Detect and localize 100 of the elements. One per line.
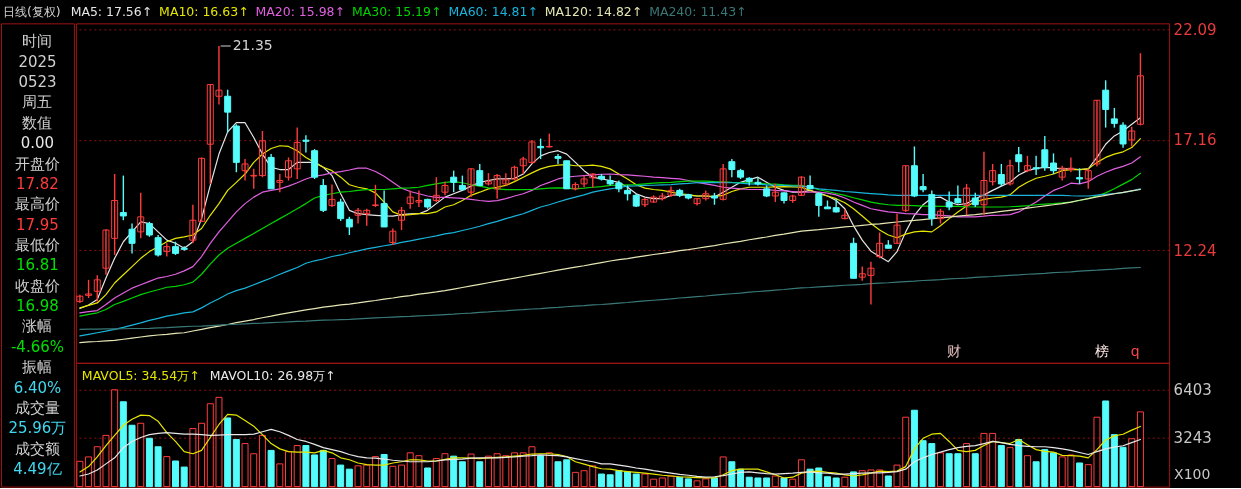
line-series: [79, 266, 1142, 330]
bar: [476, 461, 484, 488]
annotation: 财: [947, 342, 962, 359]
bar: [1006, 447, 1014, 488]
line-series: [79, 413, 1142, 479]
candlestick: [389, 227, 397, 246]
candlestick: [797, 175, 805, 197]
candlestick: [241, 158, 249, 182]
text: 开盘价: [14, 154, 60, 173]
bar: [450, 455, 458, 488]
bar: [511, 452, 519, 488]
text: MA240: 11.43↑: [649, 4, 747, 20]
bar: [684, 478, 692, 488]
text: MAVOL10: 26.98万↑: [209, 367, 336, 383]
bar: [180, 466, 188, 488]
candlestick: [1084, 168, 1092, 190]
candlestick: [841, 208, 849, 221]
candlestick: [1050, 152, 1057, 175]
bar: [328, 458, 336, 488]
text: MA30: 15.19↑: [351, 4, 442, 20]
bar: [172, 460, 179, 488]
bar: [789, 478, 797, 488]
text: 涨幅: [22, 317, 53, 336]
bar: [293, 445, 301, 488]
bar: [936, 452, 944, 488]
text: 收盘价: [14, 276, 60, 295]
bar: [267, 449, 275, 488]
text: 17.82: [16, 174, 59, 193]
bar: [771, 475, 779, 488]
bar: [232, 438, 240, 488]
bar: [823, 476, 831, 488]
bar: [963, 443, 971, 488]
text: MAVOL5: 34.54万↑: [81, 367, 200, 383]
bar: [545, 452, 553, 488]
bar: [884, 475, 892, 488]
candlestick: [1119, 121, 1127, 149]
bar: [632, 473, 640, 488]
bar: [389, 465, 397, 488]
candlestick: [285, 156, 292, 182]
bar: [345, 468, 353, 488]
text: 4.49亿: [13, 460, 62, 479]
candlestick: [963, 183, 971, 216]
bar: [597, 473, 605, 488]
candlestick: [537, 137, 545, 160]
text: 成交量: [14, 398, 60, 417]
candlestick: [928, 189, 936, 227]
text: 成交额: [14, 439, 60, 458]
candlestick: [1110, 107, 1118, 129]
annotation: 21.35: [232, 36, 273, 53]
candlestick: [815, 191, 823, 218]
candlestick: [1136, 52, 1144, 127]
candlestick: [224, 89, 232, 134]
bar: [398, 464, 406, 488]
candlestick: [876, 231, 884, 260]
candlestick: [258, 130, 266, 178]
bar: [380, 453, 388, 488]
bar: [337, 464, 345, 488]
candlestick: [128, 222, 136, 255]
candlestick: [76, 293, 84, 304]
text: 2025: [18, 52, 57, 71]
bar: [137, 422, 145, 488]
candlestick: [93, 274, 101, 303]
annotation: 榜: [1095, 342, 1110, 359]
text: 时间: [22, 32, 53, 51]
text: 17.95: [16, 215, 59, 234]
candlestick: [398, 206, 406, 231]
text: MA5: 17.56↑: [70, 4, 153, 20]
candlestick: [276, 173, 284, 193]
bar: [371, 456, 379, 488]
text: 16.81: [16, 256, 59, 275]
text: 6.40%: [13, 378, 62, 397]
y-tick-label: 12.24: [1173, 241, 1217, 260]
candlestick: [137, 192, 145, 240]
text: -4.66%: [10, 337, 64, 356]
candlestick: [719, 163, 727, 202]
candlestick: [250, 168, 258, 190]
bar: [467, 453, 475, 488]
bar: [458, 461, 466, 488]
bar: [1015, 438, 1023, 488]
y-tick-label: 3243: [1173, 428, 1212, 447]
candlestick: [293, 126, 301, 180]
candlestick: [85, 279, 93, 299]
bar: [1076, 462, 1084, 488]
candlestick: [1093, 99, 1101, 168]
candlestick: [450, 169, 458, 193]
candlestick: [1015, 146, 1023, 173]
candlestick: [997, 163, 1005, 187]
bar: [1102, 400, 1110, 488]
bar: [1128, 438, 1136, 488]
text: MA60: 14.81↑: [448, 4, 538, 20]
text: MA20: 15.98↑: [255, 4, 346, 20]
candlestick: [163, 242, 171, 258]
bar: [258, 434, 266, 488]
y-axis-title: X100: [1174, 465, 1211, 482]
candlestick: [1128, 126, 1136, 148]
text: 最高价: [14, 195, 60, 214]
y-tick-label: 22.09: [1173, 20, 1217, 39]
bar: [797, 459, 805, 488]
bar: [997, 445, 1005, 488]
candlestick: [180, 245, 188, 252]
